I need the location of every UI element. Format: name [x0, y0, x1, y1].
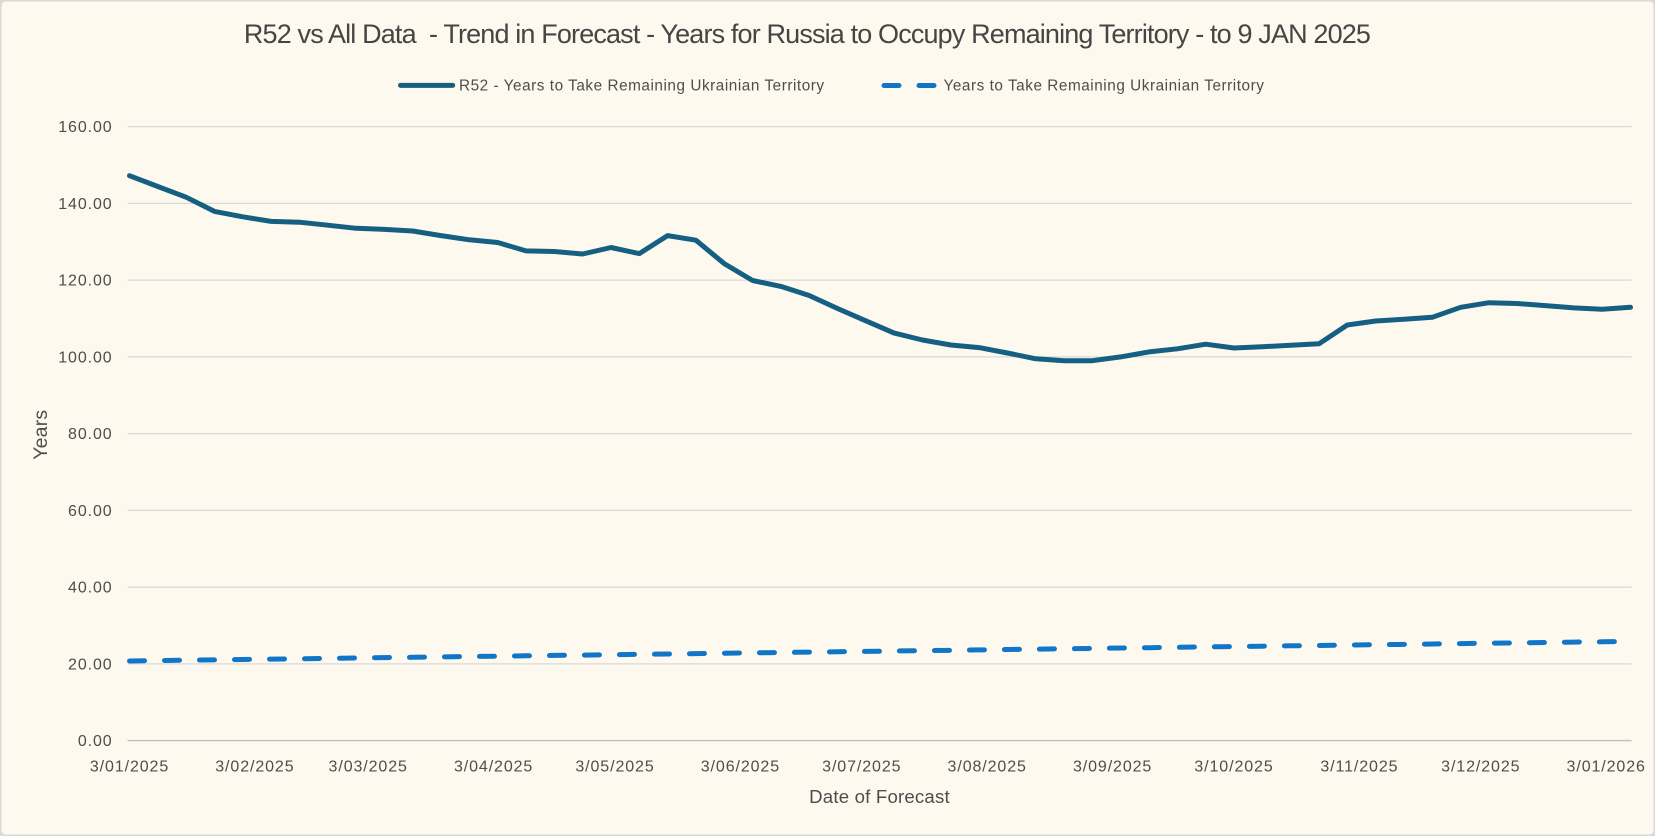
- svg-text:60.00: 60.00: [68, 503, 113, 520]
- svg-text:Date of Forecast: Date of Forecast: [809, 786, 950, 807]
- svg-text:100.00: 100.00: [58, 350, 112, 367]
- svg-text:Years to Take Remaining Ukrain: Years to Take Remaining Ukrainian Territ…: [944, 77, 1265, 94]
- svg-text:0.00: 0.00: [78, 733, 113, 750]
- svg-text:Years: Years: [30, 410, 52, 460]
- svg-text:20.00: 20.00: [68, 657, 113, 674]
- svg-text:3/07/2025: 3/07/2025: [822, 759, 901, 776]
- svg-text:3/01/2026: 3/01/2026: [1567, 759, 1646, 776]
- svg-text:3/08/2025: 3/08/2025: [948, 759, 1027, 776]
- svg-text:160.00: 160.00: [58, 119, 112, 136]
- svg-text:R52 vs All Data - Trend in Fo: R52 vs All Data - Trend in Forecast - Ye…: [244, 19, 1370, 49]
- svg-text:3/05/2025: 3/05/2025: [575, 759, 654, 776]
- svg-text:3/11/2025: 3/11/2025: [1320, 759, 1398, 776]
- svg-text:R52 - Years to Take Remaining: R52 - Years to Take Remaining Ukrainian …: [459, 78, 825, 95]
- svg-text:3/06/2025: 3/06/2025: [701, 759, 780, 776]
- svg-text:3/10/2025: 3/10/2025: [1194, 759, 1273, 776]
- svg-text:3/09/2025: 3/09/2025: [1073, 759, 1152, 776]
- svg-text:3/01/2025: 3/01/2025: [90, 759, 169, 776]
- svg-text:40.00: 40.00: [68, 580, 113, 597]
- svg-text:3/04/2025: 3/04/2025: [454, 759, 533, 776]
- svg-text:3/03/2025: 3/03/2025: [329, 759, 408, 776]
- svg-text:140.00: 140.00: [58, 196, 112, 213]
- svg-text:3/02/2025: 3/02/2025: [215, 759, 294, 776]
- svg-text:80.00: 80.00: [68, 426, 113, 443]
- svg-text:120.00: 120.00: [58, 273, 112, 290]
- svg-text:3/12/2025: 3/12/2025: [1441, 759, 1520, 776]
